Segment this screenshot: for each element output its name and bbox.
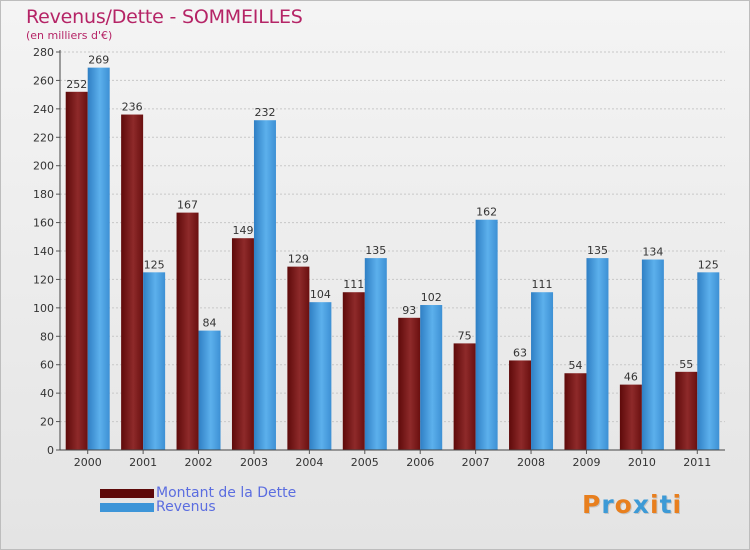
y-tick-label: 280 xyxy=(33,46,54,59)
axes: 0 20 40 60 80 100 120 140 160 180 200 220 240 260 280 2… xyxy=(33,46,725,469)
data-label-revenus: 104 xyxy=(310,288,331,301)
data-label-dette: 63 xyxy=(513,346,527,359)
data-label-dette: 111 xyxy=(343,278,364,291)
data-label-revenus: 125 xyxy=(144,258,165,271)
data-label-dette: 129 xyxy=(288,253,309,266)
bar-revenus xyxy=(420,305,443,450)
y-tick-label: 260 xyxy=(33,74,54,87)
bar-revenus xyxy=(364,258,387,450)
logo-letter: i xyxy=(650,490,660,519)
data-label-revenus: 162 xyxy=(476,206,497,219)
data-label-dette: 55 xyxy=(679,358,693,371)
y-tick-label: 100 xyxy=(33,302,54,315)
data-label-revenus: 135 xyxy=(365,244,386,257)
x-tick-label: 2001 xyxy=(129,456,157,469)
chart-subtitle: (en milliers d'€) xyxy=(26,29,113,42)
logo-letter: r xyxy=(601,490,615,519)
bar-dette xyxy=(121,114,144,451)
logo-letter: x xyxy=(632,490,650,519)
x-tick-label: 2007 xyxy=(462,456,490,469)
y-tick-label: 0 xyxy=(47,444,54,457)
bar-dette xyxy=(231,238,254,450)
bar-dette xyxy=(342,292,365,450)
data-label-dette: 236 xyxy=(122,101,143,114)
x-tick-label: 2003 xyxy=(240,456,268,469)
y-tick-label: 80 xyxy=(40,330,54,343)
legend-swatch-revenus xyxy=(100,503,154,512)
bar-dette xyxy=(564,373,587,450)
data-label-revenus: 84 xyxy=(203,317,217,330)
data-label-dette: 149 xyxy=(232,224,253,237)
bar-revenus xyxy=(253,120,276,450)
legend-swatch-dette xyxy=(100,489,154,498)
data-label-revenus: 232 xyxy=(254,106,275,119)
bar-dette xyxy=(619,384,642,450)
bar-revenus xyxy=(586,258,609,450)
bars xyxy=(65,67,720,451)
y-tick-label: 120 xyxy=(33,273,54,286)
data-label-revenus: 135 xyxy=(587,244,608,257)
data-label-revenus: 134 xyxy=(642,246,663,259)
y-tick-label: 240 xyxy=(33,103,54,116)
chart-title: Revenus/Dette - SOMMEILLES xyxy=(26,6,303,28)
bar-dette xyxy=(176,212,199,450)
bar-revenus xyxy=(143,272,166,450)
x-tick-label: 2005 xyxy=(351,456,379,469)
logo-letter: i xyxy=(672,490,683,519)
bar-revenus xyxy=(198,330,221,450)
data-label-dette: 252 xyxy=(66,78,87,91)
bar-dette xyxy=(398,317,421,450)
logo-letter: t xyxy=(659,490,673,519)
x-tick-label: 2009 xyxy=(572,456,600,469)
y-tick-label: 180 xyxy=(33,188,54,201)
data-label-revenus: 111 xyxy=(532,278,553,291)
y-tick-label: 160 xyxy=(33,217,54,230)
x-tick-label: 2008 xyxy=(517,456,545,469)
y-tick-label: 20 xyxy=(40,416,54,429)
bar-revenus xyxy=(87,67,110,450)
bar-dette xyxy=(287,266,310,450)
bar-dette xyxy=(65,91,88,451)
x-tick-label: 2002 xyxy=(185,456,213,469)
grid-lines xyxy=(60,51,725,451)
bar-revenus xyxy=(475,219,498,450)
data-label-dette: 75 xyxy=(458,329,472,342)
bar-dette xyxy=(509,360,532,450)
data-label-dette: 46 xyxy=(624,371,638,384)
bar-revenus xyxy=(641,259,664,450)
logo-letter: o xyxy=(614,490,633,519)
y-tick-label: 40 xyxy=(40,387,54,400)
proxiti-logo: Proxiti xyxy=(582,490,682,519)
bar-dette xyxy=(453,343,476,450)
data-label-dette: 167 xyxy=(177,199,198,212)
y-tick-label: 60 xyxy=(40,359,54,372)
x-tick-label: 2010 xyxy=(628,456,656,469)
logo-letter: P xyxy=(582,490,602,519)
legend-label-revenus: Revenus xyxy=(156,499,216,515)
x-tick-label: 2004 xyxy=(295,456,323,469)
x-tick-label: 2011 xyxy=(683,456,711,469)
bar-dette xyxy=(675,371,698,450)
y-tick-label: 220 xyxy=(33,131,54,144)
bar-revenus xyxy=(531,292,554,450)
data-label-dette: 54 xyxy=(568,359,582,372)
legend-item-revenus: Revenus xyxy=(100,499,360,516)
x-tick-label: 2000 xyxy=(74,456,102,469)
y-tick-label: 200 xyxy=(33,160,54,173)
x-tick-label: 2006 xyxy=(406,456,434,469)
data-label-revenus: 125 xyxy=(698,258,719,271)
bar-revenus xyxy=(697,272,720,450)
legend-item-dette: Montant de la Dette xyxy=(100,485,360,502)
data-label-dette: 93 xyxy=(402,304,416,317)
y-tick-label: 140 xyxy=(33,245,54,258)
legend-label-dette: Montant de la Dette xyxy=(156,485,297,501)
bar-revenus xyxy=(309,302,332,450)
data-label-revenus: 102 xyxy=(421,291,442,304)
data-label-revenus: 269 xyxy=(88,54,109,67)
